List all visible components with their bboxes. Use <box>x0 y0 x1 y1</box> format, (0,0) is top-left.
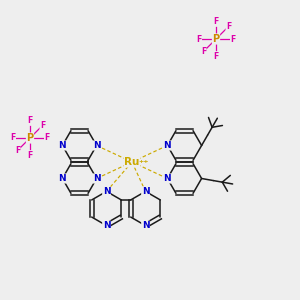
Text: P: P <box>26 133 34 143</box>
Text: N: N <box>103 221 110 230</box>
Text: N: N <box>93 174 101 183</box>
Text: ++: ++ <box>138 159 149 164</box>
Text: F: F <box>213 52 219 61</box>
Text: Ru: Ru <box>124 157 140 167</box>
Text: F: F <box>201 47 206 56</box>
Text: F: F <box>226 22 231 31</box>
Text: F: F <box>10 134 16 142</box>
Text: P: P <box>212 34 220 44</box>
Text: N: N <box>164 174 171 183</box>
Text: N: N <box>58 174 66 183</box>
Text: N: N <box>142 187 149 196</box>
Text: F: F <box>27 151 33 160</box>
Text: F: F <box>230 34 236 43</box>
Text: F: F <box>15 146 20 155</box>
Text: N: N <box>103 187 110 196</box>
Text: F: F <box>40 121 45 130</box>
Text: N: N <box>93 141 101 150</box>
Text: F: F <box>213 17 219 26</box>
Text: N: N <box>58 141 66 150</box>
Text: F: F <box>27 116 33 125</box>
Text: F: F <box>196 34 202 43</box>
Text: F: F <box>44 134 50 142</box>
Text: N: N <box>142 221 149 230</box>
Text: N: N <box>164 141 171 150</box>
